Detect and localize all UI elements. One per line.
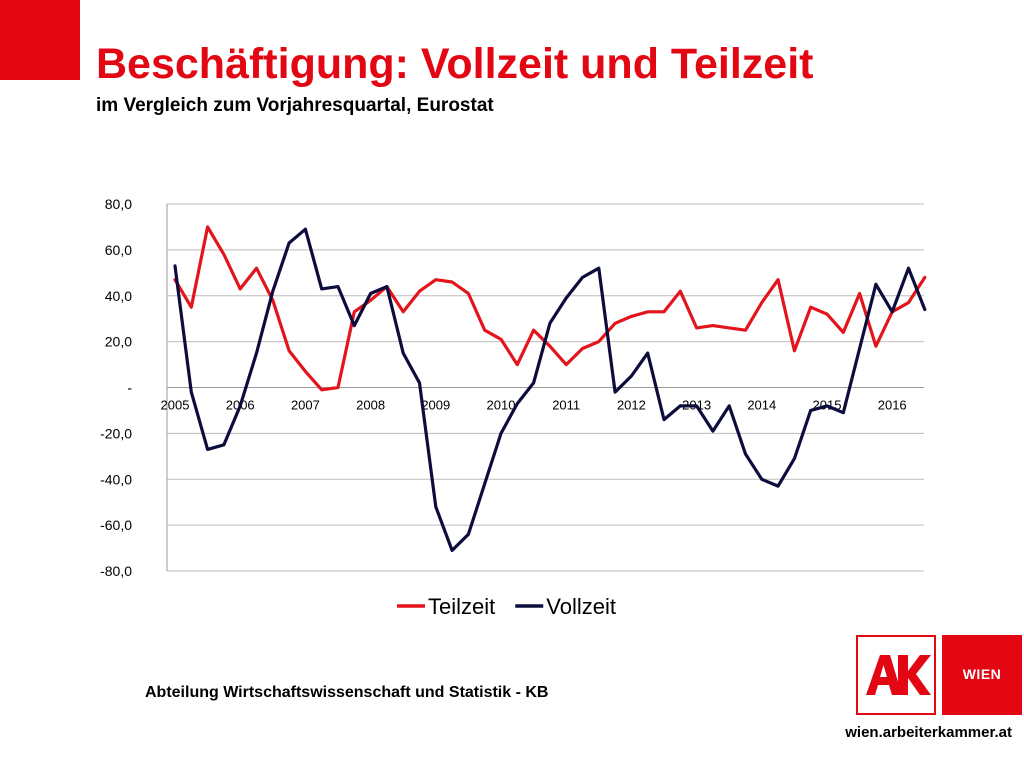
x-tick-label: 2007 [291,398,320,413]
ak-logo-icon [866,655,931,695]
y-tick-label: -80,0 [100,563,132,579]
x-tick-label: 2016 [878,398,907,413]
x-tick-label: 2014 [747,398,776,413]
x-tick-label: 2005 [161,398,190,413]
legend-label-teilzeit: Teilzeit [428,594,495,619]
wien-logo-text: WIEN [962,666,1002,682]
x-tick-label: 2011 [552,398,580,413]
wien-logo: WIEN [942,635,1022,715]
slide-subtitle: im Vergleich zum Vorjahresquartal, Euros… [96,95,494,116]
y-tick-label: - [127,380,132,396]
line-chart: 80,0 60,0 40,0 20,0 - -20,0 -40,0 -60,0 -80,0 200… [100,196,927,619]
website-url[interactable]: wien.arbeiterkammer.at [845,724,1012,741]
y-tick-label: 40,0 [105,288,132,304]
chart-legend: Teilzeit Vollzeit [397,594,616,619]
legend-label-vollzeit: Vollzeit [546,594,616,619]
ak-logo [856,635,936,715]
x-tick-label: 2008 [356,398,385,413]
chart-series [173,225,927,553]
department-footer: Abteilung Wirtschaftswissenschaft und St… [145,684,549,701]
slide-title: Beschäftigung: Vollzeit und Teilzeit [96,40,814,88]
corner-accent-block [0,0,80,80]
x-tick-label: 2010 [487,398,516,413]
y-tick-label: 60,0 [105,242,132,258]
x-tick-label: 2009 [421,398,450,413]
y-tick-label: 20,0 [105,334,132,350]
y-tick-label: -20,0 [100,425,132,441]
series-line-teilzeit [173,225,927,392]
y-tick-label: 80,0 [105,196,132,212]
y-tick-label: -40,0 [100,471,132,487]
series-line-vollzeit [173,227,927,553]
y-tick-label: -60,0 [100,517,132,533]
x-tick-label: 2012 [617,398,646,413]
